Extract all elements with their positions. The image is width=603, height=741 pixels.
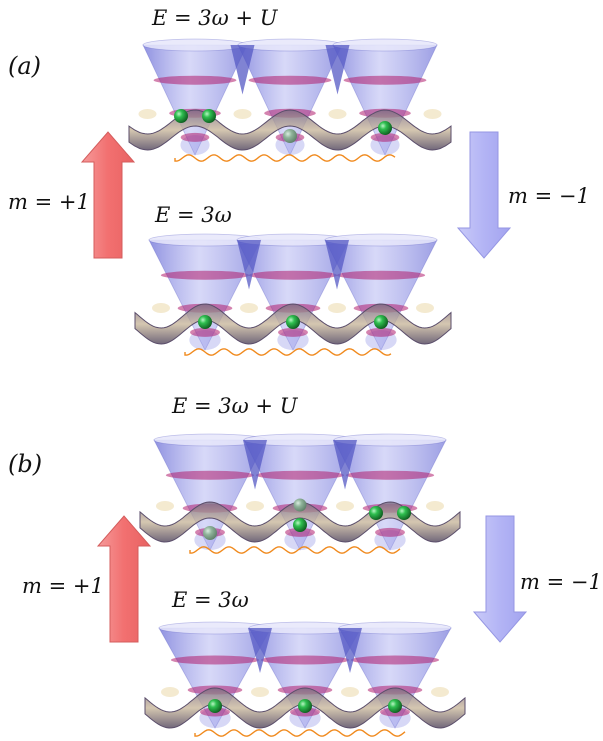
panel-a-upper-surface-peak-1	[233, 109, 252, 119]
panel-a-lower-surface-peak-2	[328, 303, 346, 313]
panel-b-upper-particle-faded-1	[293, 498, 307, 512]
panel-b-upper-band-2-0	[345, 470, 435, 480]
panel-a-lower-band-0-2	[190, 327, 220, 337]
panel-b-upper-cone-overlap-1	[333, 440, 357, 490]
panel-a-upper-band-1-0	[248, 75, 332, 85]
panel-b-down-arrow	[472, 515, 528, 643]
panel-b-raise-label: m = +1	[22, 574, 104, 598]
panel-a-lower-spring	[184, 348, 392, 356]
panel-b-upper-surface-peak-0	[156, 501, 174, 511]
panel-b-lower-particle-1	[298, 699, 312, 713]
panel-b-up-arrow	[96, 515, 152, 643]
panel-b-lower-well-0	[158, 621, 272, 729]
panel-b-lower-particle-0	[208, 699, 222, 713]
panel-a-upper-cone-overlap-0	[230, 45, 255, 95]
panel-a-lower-particle-2	[374, 315, 388, 329]
panel-b-upper-band-1-2	[285, 527, 315, 537]
panel-b-lower-particle-2	[388, 699, 402, 713]
panel-a-upper-energy-label: E = 3ω + U	[152, 6, 278, 30]
panel-a-lower-band-2-2	[366, 327, 396, 337]
panel-a-lower-label: m = −1	[508, 184, 590, 208]
panel-b-upper-band-1-0	[255, 470, 345, 480]
panel-b-lower-label: m = −1	[520, 570, 602, 594]
panel-b-upper-particle-2-0	[369, 506, 383, 520]
panel-b-lower-surface-peak-0	[161, 687, 179, 697]
panel-a-label: (a)	[8, 52, 42, 80]
panel-b-lower-well-1	[248, 621, 362, 729]
panel-a-lower-band-0-0	[160, 270, 250, 280]
panel-a-upper-particle-2	[378, 121, 392, 135]
panel-b-lower-band-0-0	[170, 655, 260, 665]
panel-a-lower-surface-peak-0	[152, 303, 170, 313]
panel-b-label: (b)	[8, 450, 43, 478]
panel-b-upper-surface-peak-2	[336, 501, 354, 511]
panel-a-upper-particle-0-1	[202, 109, 216, 123]
panel-b-lower-potential-surface	[144, 687, 466, 729]
panel-b-lower-cone-overlap-1	[338, 628, 362, 673]
panel-a-lower-particle-1	[286, 315, 300, 329]
panel-a-down-arrow	[456, 131, 512, 259]
panel-a-lower-potential-surface	[134, 303, 452, 345]
panel-b-upper-particle-2-1	[397, 506, 411, 520]
panel-a-upper-surface-peak-0	[138, 109, 157, 119]
panel-b-lower-band-1-0	[260, 655, 350, 665]
panel-b-upper-band-2-2	[375, 527, 405, 537]
panel-a-upper-surface-peak-3	[423, 109, 442, 119]
panel-a-upper-particle-0-0	[174, 109, 188, 123]
panel-a-upper-surface-peak-2	[328, 109, 347, 119]
panel-a-upper-band-0-0	[153, 75, 237, 85]
panel-a-lower-cone-overlap-0	[237, 240, 261, 290]
panel-a-lower-band-1-0	[248, 270, 338, 280]
panel-b-upper-particle-1	[293, 518, 307, 532]
panel-b-lower-surface-peak-2	[341, 687, 359, 697]
panel-b-upper-surface-peak-1	[246, 501, 264, 511]
panel-a-lower-surface-peak-3	[416, 303, 434, 313]
panel-a-lower-band-2-0	[336, 270, 426, 280]
panel-b-upper-particle-0	[203, 526, 217, 540]
panel-a-lower-surface-peak-1	[240, 303, 258, 313]
panel-b-upper-well-1	[243, 433, 357, 551]
panel-b-upper-spring	[189, 546, 401, 554]
panel-a-lower-energy-label: E = 3ω	[155, 203, 232, 227]
panel-b-upper-cone-overlap-0	[243, 440, 267, 490]
panel-b-upper-block	[139, 433, 461, 554]
panel-a-upper-band-0-2	[180, 132, 210, 142]
panel-b-lower-surface-peak-1	[251, 687, 269, 697]
panel-b-lower-energy-label: E = 3ω	[172, 588, 249, 612]
panel-b-lower-spring	[194, 729, 406, 737]
panel-a-lower-well-0	[148, 233, 262, 351]
panel-b-lower-band-2-0	[350, 655, 440, 665]
panel-a-upper-well-2	[332, 38, 438, 156]
panel-a-upper-band-2-0	[343, 75, 427, 85]
panel-b-lower-surface-peak-3	[431, 687, 449, 697]
panel-a-upper-particle-1	[283, 129, 297, 143]
panel-a-lower-band-1-2	[278, 327, 308, 337]
panel-b-upper-band-0-0	[165, 470, 255, 480]
panel-b-lower-block	[144, 621, 466, 737]
panel-a-lower-block	[134, 233, 452, 356]
panel-b-lower-cone-overlap-0	[248, 628, 272, 673]
panel-b-lower-well-2	[338, 621, 452, 729]
panel-b-upper-well-0	[153, 433, 267, 551]
panel-b-upper-surface-peak-3	[426, 501, 444, 511]
panel-a-lower-particle-0	[198, 315, 212, 329]
panel-b-upper-energy-label: E = 3ω + U	[172, 394, 298, 418]
panel-a-upper-spring	[174, 154, 396, 162]
panel-a-lower-cone-overlap-1	[325, 240, 349, 290]
panel-a-up-arrow	[80, 131, 136, 259]
panel-b-upper-well-2	[333, 433, 447, 551]
panel-a-lower-well-2	[324, 233, 438, 351]
panel-a-upper-block	[128, 38, 452, 162]
panel-a-upper-band-2-2	[370, 132, 400, 142]
panel-a-raise-label: m = +1	[8, 190, 90, 214]
panel-a-upper-cone-overlap-1	[325, 45, 350, 95]
panel-a-lower-well-1	[236, 233, 350, 351]
